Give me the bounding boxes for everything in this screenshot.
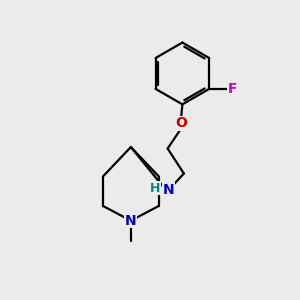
Text: N: N: [163, 183, 174, 197]
Text: N: N: [125, 214, 137, 228]
Text: O: O: [175, 116, 187, 130]
Text: H: H: [150, 182, 160, 195]
Text: F: F: [228, 82, 238, 96]
